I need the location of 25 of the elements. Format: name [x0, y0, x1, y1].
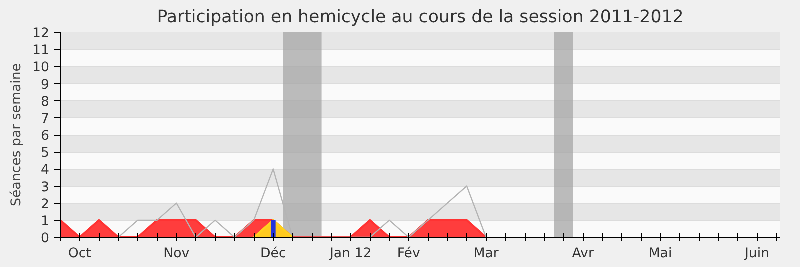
y-tick-label: 3	[41, 180, 50, 196]
y-tick-label: 1	[41, 214, 50, 230]
x-tick-label: Juin	[744, 246, 770, 262]
y-tick-label: 12	[32, 26, 50, 42]
x-tick-label: Avr	[572, 246, 594, 262]
y-tick-label: 8	[41, 94, 50, 110]
y-tick-label: 11	[32, 44, 50, 59]
y-tick-label: 7	[41, 112, 50, 127]
y-tick-label: 10	[32, 60, 50, 76]
x-tick-label: Mai	[648, 246, 672, 262]
x-tick-label: Fév	[397, 246, 421, 262]
x-tick-label: Mar	[474, 246, 500, 262]
y-tick-label: 4	[41, 163, 50, 178]
chart-title: Participation en hemicycle au cours de la session 2011-2012	[157, 8, 684, 28]
y-tick-label: 9	[41, 78, 50, 93]
y-tick-label: 0	[41, 232, 50, 246]
line-series	[118, 168, 487, 238]
x-tick-label: Oct	[68, 246, 92, 262]
y-tick-label: 6	[41, 129, 50, 144]
y-tick-label: 2	[41, 197, 50, 212]
y-axis-title: Séances par semaine	[10, 64, 25, 206]
y-tick-label: 5	[41, 146, 50, 162]
x-tick-label: Nov	[164, 246, 190, 262]
x-tick-label: Jan 12	[328, 246, 372, 262]
x-tick-label: Déc	[260, 246, 286, 262]
